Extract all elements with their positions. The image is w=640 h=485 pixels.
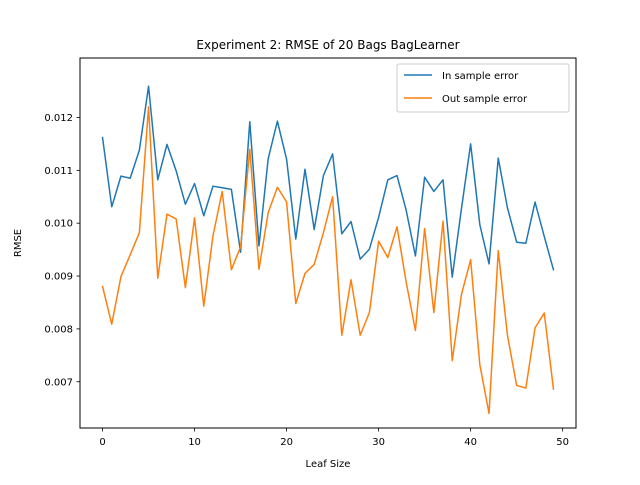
y-tick-label: 0.007 — [44, 377, 73, 388]
series-line-in-sample — [101, 85, 555, 278]
y-axis-label: RMSE — [13, 229, 24, 257]
y-tick-label: 0.009 — [44, 272, 73, 283]
x-tick-label: 0 — [99, 437, 105, 448]
y-tick-label: 0.010 — [44, 219, 73, 230]
legend-label-in-sample: In sample error — [442, 71, 519, 82]
x-axis: 0 10 20 30 40 50 — [99, 428, 569, 448]
x-tick-label: 20 — [280, 437, 293, 448]
x-tick-label: 40 — [464, 437, 477, 448]
y-axis: 0.007 0.008 0.009 0.010 0.011 0.012 — [44, 113, 80, 388]
legend-box — [396, 63, 570, 113]
legend: In sample error Out sample error — [396, 63, 570, 113]
x-tick-label: 50 — [556, 437, 569, 448]
series-line-out-sample — [101, 106, 555, 415]
y-tick-label: 0.011 — [44, 166, 73, 177]
chart-title: Experiment 2: RMSE of 20 Bags BagLearner — [196, 38, 459, 52]
y-tick-label: 0.012 — [44, 113, 73, 124]
x-tick-label: 10 — [188, 437, 201, 448]
x-axis-label: Leaf Size — [306, 459, 351, 470]
legend-label-out-sample: Out sample error — [442, 94, 528, 105]
y-tick-label: 0.008 — [44, 324, 73, 335]
x-tick-label: 30 — [372, 437, 385, 448]
series-layer — [101, 85, 555, 415]
plot-area-frame — [79, 57, 577, 429]
